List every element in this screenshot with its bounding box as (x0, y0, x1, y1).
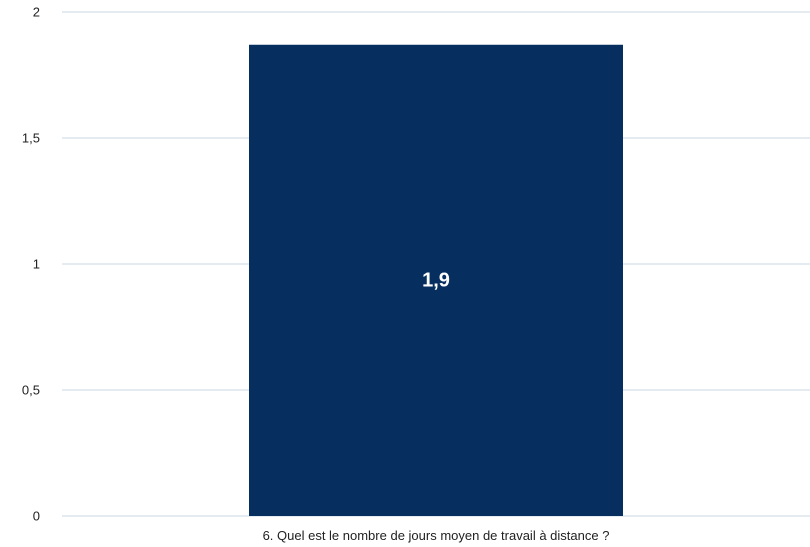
y-tick-label: 0 (33, 509, 40, 524)
bar (249, 44, 623, 516)
y-tick-label: 0,5 (22, 383, 40, 398)
y-tick-label: 2 (33, 5, 40, 20)
y-tick-label: 1 (33, 257, 40, 272)
y-tick-label: 1,5 (22, 131, 40, 146)
x-category-label: 6. Quel est le nombre de jours moyen de … (263, 528, 610, 543)
y-axis-ticks: 0 0,5 1 1,5 2 (22, 5, 40, 524)
x-axis-categories: 6. Quel est le nombre de jours moyen de … (263, 528, 610, 543)
data-labels: 1,9 (422, 269, 450, 291)
bars (249, 44, 623, 516)
bar-value-label: 1,9 (422, 269, 450, 291)
